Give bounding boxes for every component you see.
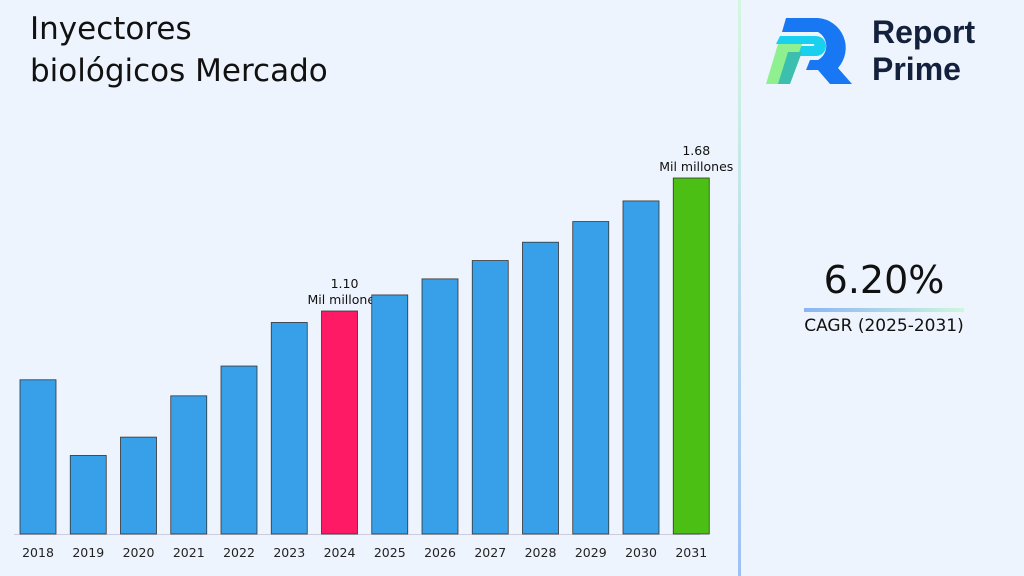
x-tick-label: 2023 [273,545,305,560]
logo-text-line-1: Report [872,14,976,50]
cagr-value: 6.20% [823,258,945,302]
x-tick-label: 2027 [474,545,506,560]
logo-text: Report Prime [872,14,975,88]
x-tick-label: 2019 [72,545,104,560]
x-tick-label: 2020 [123,545,155,560]
bar-2026 [421,278,459,535]
bar-2030 [622,200,660,535]
x-tick-label: 2025 [374,545,406,560]
report-prime-logo-icon [766,18,852,84]
bar-2028 [522,241,559,535]
data-label-value: 1.10 [331,276,359,291]
x-tick-label: 2026 [424,545,456,560]
x-tick-label: 2031 [675,545,707,560]
chart-title: Inyectores biológicos Mercado [30,8,430,92]
title-line-1: Inyectores [30,11,192,47]
data-label-unit: Mil millones [659,159,733,174]
x-tick-label: 2018 [22,545,54,560]
bar-2018 [19,379,57,535]
x-tick-label: 2024 [324,545,356,560]
x-tick-label: 2022 [223,545,255,560]
bar-2020 [120,436,157,535]
cagr-label: CAGR (2025-2031) [804,316,964,336]
x-tick-label: 2021 [173,545,205,560]
bar-2019 [69,455,107,535]
cagr-underline [804,308,964,312]
data-label-value: 1.68 [682,143,710,158]
bar-2029 [572,221,610,535]
x-tick-label: 2030 [625,545,657,560]
x-tick-label: 2028 [525,545,557,560]
logo-text-line-2: Prime [872,51,961,87]
divider [738,0,741,576]
title-line-2: biológicos Mercado [30,53,328,89]
x-tick-label: 2029 [575,545,607,560]
bar-2022 [220,365,258,535]
bar-2021 [170,395,208,535]
bar-2024 [321,310,358,535]
bar-2027 [471,260,509,535]
bar-2023 [270,322,308,535]
data-label-unit: Mil millones [307,292,381,307]
bar-2031 [672,177,710,535]
bar-2025 [371,294,409,535]
